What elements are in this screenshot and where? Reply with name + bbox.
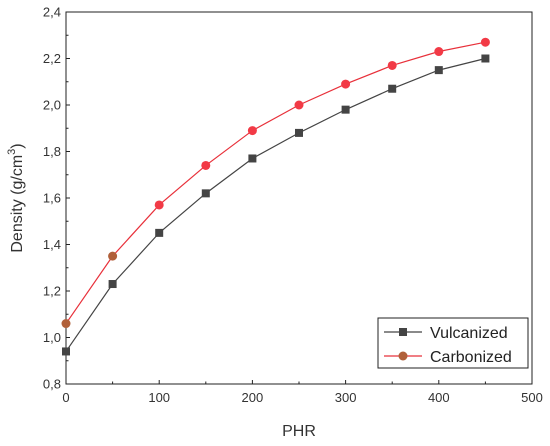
data-point-carbonized [434, 47, 444, 57]
x-axis-ticks: 0 100 200 300 400 500 [62, 380, 543, 405]
y-tick-label: 2,4 [43, 5, 61, 20]
y-tick-label: 1,2 [43, 284, 61, 299]
data-point-vulcanized [341, 105, 350, 114]
x-tick-label: 100 [148, 390, 170, 405]
x-tick-label: 400 [428, 390, 450, 405]
series-layer [61, 37, 490, 356]
legend-marker-vulcanized [399, 328, 407, 336]
legend: Vulcanized Carbonized [377, 317, 529, 369]
data-point-carbonized [480, 37, 490, 47]
series-line-carbonized [65, 41, 486, 324]
data-point-carbonized [154, 200, 164, 210]
y-tick-label: 1,0 [43, 330, 61, 345]
y-axis-title-close: ) [9, 143, 26, 148]
data-point-carbonized [294, 100, 304, 110]
data-point-carbonized [341, 79, 351, 89]
legend-label-carbonized: Carbonized [430, 349, 512, 366]
series-line-vulcanized [65, 57, 486, 352]
data-point-vulcanized [108, 280, 117, 289]
y-axis-title-superscript: 3 [6, 149, 18, 155]
x-tick-label: 200 [242, 390, 264, 405]
data-point-vulcanized [434, 66, 443, 75]
y-axis-ticks: 0,8 1,0 1,2 1,4 1,6 1,8 2,0 2,2 2,4 [43, 5, 70, 392]
data-point-vulcanized [295, 128, 303, 137]
y-tick-label: 1,8 [43, 144, 61, 159]
data-point-vulcanized [155, 228, 164, 237]
y-axis-title-main: Density (g/cm [9, 155, 26, 253]
x-axis-title: PHR [282, 423, 316, 440]
x-tick-label: 0 [62, 390, 69, 405]
y-tick-label: 0,8 [43, 377, 61, 392]
data-point-carbonized [61, 319, 71, 329]
data-point-vulcanized [62, 347, 70, 356]
y-tick-label: 2,2 [43, 51, 61, 66]
y-axis-title: Density (g/cm3) [6, 143, 26, 252]
data-point-carbonized [247, 126, 257, 136]
data-point-carbonized [201, 160, 211, 170]
data-point-vulcanized [388, 84, 397, 93]
data-point-vulcanized [201, 189, 210, 198]
legend-label-vulcanized: Vulcanized [430, 325, 508, 342]
y-tick-label: 2,0 [43, 98, 61, 113]
data-point-carbonized [108, 251, 118, 261]
y-tick-label: 1,4 [43, 237, 61, 252]
x-tick-label: 500 [521, 390, 543, 405]
x-tick-label: 300 [335, 390, 357, 405]
data-point-vulcanized [248, 154, 257, 163]
legend-marker-carbonized [398, 351, 408, 361]
data-point-carbonized [387, 60, 397, 70]
data-point-vulcanized [481, 54, 490, 63]
y-tick-label: 1,6 [43, 191, 61, 206]
